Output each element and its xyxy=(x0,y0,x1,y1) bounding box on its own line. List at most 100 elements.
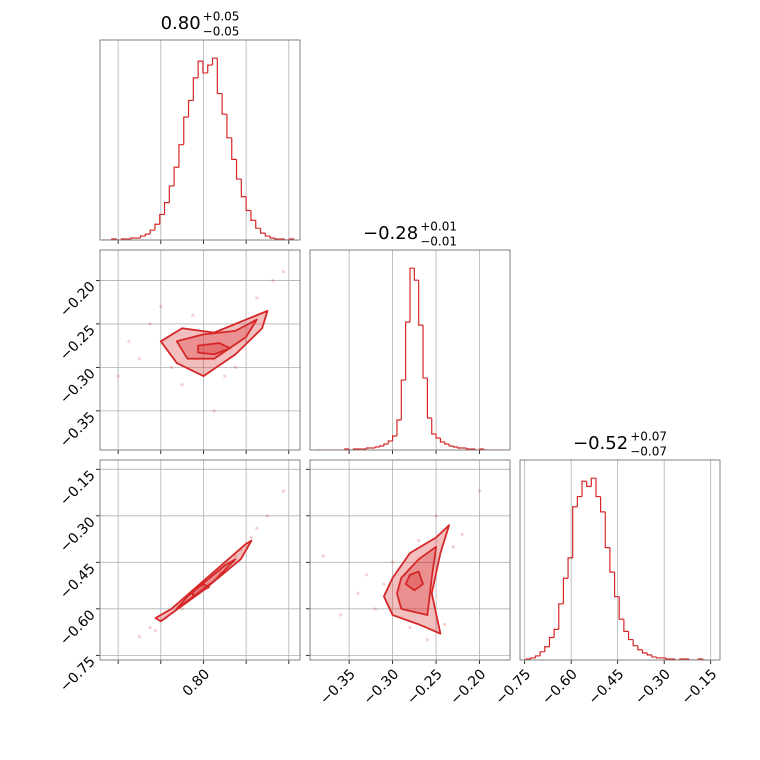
contour-level xyxy=(197,342,232,356)
sample-point xyxy=(223,374,227,378)
sample-point xyxy=(408,625,412,630)
x-tick-label: −0.75 xyxy=(493,666,535,708)
sample-point xyxy=(451,545,456,549)
histogram-step xyxy=(245,196,251,212)
panel-marks xyxy=(116,270,286,413)
sample-point xyxy=(159,304,163,309)
sample-point xyxy=(460,532,464,537)
panel-marks xyxy=(314,267,506,450)
sample-point xyxy=(364,573,369,577)
sample-point xyxy=(356,591,360,595)
histogram-step xyxy=(426,378,432,419)
histogram-step xyxy=(231,137,237,161)
sample-point xyxy=(233,365,238,369)
histogram-step xyxy=(202,61,208,74)
x-tick-label: −0.35 xyxy=(317,666,359,708)
sample-point xyxy=(180,607,184,611)
histogram-step xyxy=(452,446,458,448)
sample-point xyxy=(127,339,131,343)
title-lower: −0.01 xyxy=(420,235,457,249)
histogram-step xyxy=(702,658,708,660)
histogram-step xyxy=(431,418,437,435)
panel-frame xyxy=(519,459,721,661)
histogram-step xyxy=(409,267,415,323)
histogram-step xyxy=(548,636,555,647)
histogram-step xyxy=(250,210,256,221)
x-tick-label: −0.30 xyxy=(632,666,674,708)
histogram-step xyxy=(613,572,620,598)
histogram-step xyxy=(211,57,218,66)
sample-point xyxy=(434,514,438,518)
panel-marks xyxy=(102,57,295,240)
sample-point xyxy=(255,296,259,300)
title-upper: +0.07 xyxy=(630,430,667,444)
sample-point xyxy=(191,313,195,317)
histogram-step xyxy=(235,159,242,180)
sample-point xyxy=(255,526,259,530)
sample-point xyxy=(212,409,216,413)
histogram-step xyxy=(665,657,671,660)
histogram-step xyxy=(539,651,545,656)
sample-point xyxy=(391,560,395,564)
histogram-step xyxy=(187,99,194,118)
histogram-step xyxy=(544,646,550,652)
title-lower: −0.07 xyxy=(630,445,667,459)
histogram-step xyxy=(115,239,122,240)
histogram-step xyxy=(221,93,227,115)
panel-marks xyxy=(521,477,708,660)
histogram-step xyxy=(197,60,203,78)
histogram-step xyxy=(396,419,402,437)
y-tick-label: −0.35 xyxy=(57,409,99,451)
sample-point xyxy=(169,365,174,369)
y-tick-label: −0.30 xyxy=(57,366,99,408)
histogram-step xyxy=(457,447,463,449)
histogram-step xyxy=(534,655,541,658)
histogram-step xyxy=(130,237,136,240)
histogram-step xyxy=(600,496,606,513)
histogram-step xyxy=(378,445,384,448)
contour-level xyxy=(404,570,424,592)
histogram-step xyxy=(163,202,170,215)
panel-title: 0.80 xyxy=(161,13,201,34)
panel-title: −0.28 xyxy=(363,223,418,244)
histogram-step xyxy=(609,547,615,573)
histogram-step xyxy=(558,603,564,630)
panel-marks xyxy=(137,489,286,639)
histogram-step xyxy=(413,268,419,281)
histogram-step xyxy=(149,229,155,235)
histogram-step xyxy=(567,557,573,579)
histogram-step xyxy=(159,213,165,225)
histogram-step xyxy=(192,77,199,101)
sample-point xyxy=(233,554,238,558)
title-lower: −0.05 xyxy=(203,25,240,39)
histogram-step xyxy=(365,447,371,450)
title-upper: +0.05 xyxy=(203,10,240,24)
histogram-step xyxy=(641,649,648,654)
panel-frame xyxy=(99,249,301,451)
histogram-step xyxy=(392,435,397,442)
histogram-step xyxy=(139,235,146,239)
histogram-step xyxy=(572,506,578,558)
sample-point xyxy=(180,383,184,387)
histogram-step xyxy=(418,280,424,326)
x-tick-label: 0.80 xyxy=(180,666,213,699)
histogram-step xyxy=(405,321,410,381)
histogram-step xyxy=(530,657,536,659)
histogram-step xyxy=(422,325,428,379)
histogram-step xyxy=(595,478,601,498)
histogram-step xyxy=(581,480,587,497)
sample-point xyxy=(271,278,275,283)
histogram-step xyxy=(483,449,489,450)
histogram-step xyxy=(586,481,592,487)
panel-frame xyxy=(309,249,511,451)
histogram-step xyxy=(448,444,454,447)
sample-point xyxy=(148,322,152,326)
y-tick-label: −0.30 xyxy=(57,514,99,556)
histogram-step xyxy=(474,449,480,450)
histogram-step xyxy=(632,639,638,647)
x-tick-label: −0.25 xyxy=(404,666,446,708)
panel-frame xyxy=(99,39,301,241)
histogram-step xyxy=(465,448,471,450)
histogram-step xyxy=(435,434,441,439)
sample-point xyxy=(425,638,429,642)
